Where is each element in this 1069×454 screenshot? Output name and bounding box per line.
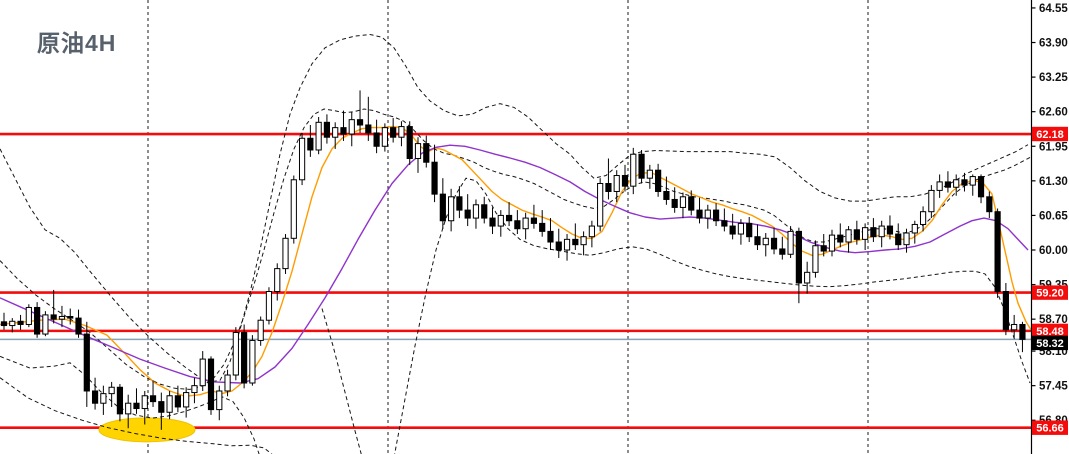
y-axis-tick-label: 60.00: [1039, 245, 1068, 257]
band-lower-v-right: [394, 177, 1031, 454]
y-axis-tick-label: 64.55: [1039, 3, 1068, 15]
y-axis-tick-label: 63.90: [1039, 38, 1068, 50]
highlight-ellipse: [98, 417, 196, 443]
band-upper-outer: [0, 33, 1029, 383]
time-gridlines: [147, 0, 869, 454]
candlesticks: [0, 90, 1026, 430]
plot-area: [0, 0, 1031, 454]
band-lower-inner-left: [0, 355, 260, 454]
price-tag: 58.48: [1036, 326, 1064, 338]
price-tag: 59.20: [1036, 288, 1064, 300]
chart-title: 原油4H: [37, 30, 117, 56]
y-axis-tick-label: 57.45: [1039, 381, 1068, 393]
price-axis: 64.55 63.90 63.25 62.60 61.95 61.30 60.65 60.00…: [1030, 0, 1068, 454]
price-tag: 58.32: [1036, 338, 1064, 350]
y-axis-tick-label: 58.70: [1039, 314, 1068, 326]
y-axis-tick-label: 62.60: [1039, 107, 1068, 119]
band-upper-inner: [0, 108, 1031, 390]
support-resistance-lines: [0, 132, 1031, 429]
y-axis-tick-label: 63.25: [1039, 72, 1068, 84]
y-axis-tick-label: 61.95: [1039, 141, 1068, 153]
y-axis-tick-label: 61.30: [1039, 176, 1068, 188]
price-tag: 62.18: [1036, 129, 1064, 141]
slow-ma: [0, 144, 1029, 384]
bollinger-bands: [0, 33, 1031, 454]
price-tag: 56.66: [1036, 423, 1064, 435]
y-axis-tick-label: 60.65: [1039, 210, 1068, 222]
price-labels: 62.18 59.20 58.48 56.66 58.32: [1032, 126, 1068, 435]
fast-ma: [0, 125, 1031, 397]
band-lower-outer-left: [0, 377, 273, 454]
